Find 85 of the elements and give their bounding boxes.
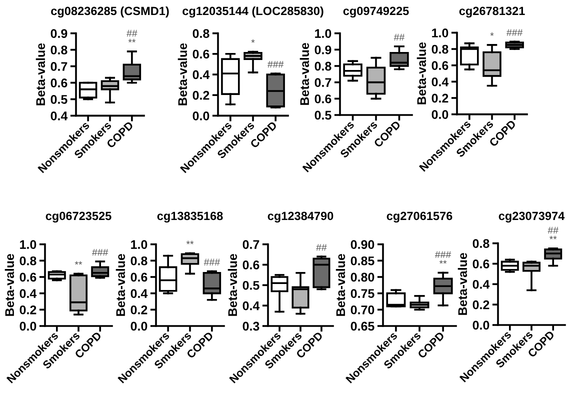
y-tick-label: 0.6 — [432, 61, 448, 70]
annotation: ### — [434, 251, 452, 258]
y-tick-label: 0.4 — [242, 301, 260, 310]
y-tick-label: 0.0 — [192, 112, 210, 120]
y-tick-label: 0.3 — [242, 322, 260, 331]
y-axis-title: Beta-value — [336, 254, 346, 316]
annotation: ** — [549, 236, 557, 240]
y-tick-label: 0.2 — [20, 305, 36, 314]
y-axis-title: Beta-value — [228, 254, 238, 316]
y-tick-label: 0.8 — [472, 239, 490, 248]
y-tick-label: 1.0 — [20, 240, 36, 249]
y-axis-title: Beta-value — [36, 43, 46, 106]
y-tick-label: 0.4 — [472, 280, 490, 289]
chart-title: cg23073974 — [498, 212, 565, 223]
y-tick-label: 0.7 — [242, 240, 260, 249]
y-axis-title: Beta-value — [416, 42, 426, 104]
y-axis-title: Beta-value — [458, 252, 468, 315]
y-tick-label: 0.8 — [192, 29, 210, 38]
y-tick-label: 0.6 — [130, 272, 148, 282]
y-tick-label: 0.65 — [350, 322, 374, 331]
annotation: ### — [92, 248, 108, 256]
annotation: ** — [128, 38, 136, 42]
chart-title: cg12035144 (LOC285830) — [182, 6, 324, 18]
annotation: ## — [394, 34, 405, 41]
y-tick-label: 0.6 — [242, 260, 260, 270]
y-axis-title: Beta-value — [116, 254, 126, 316]
y-tick-label: 0.8 — [432, 44, 448, 54]
y-tick-label: 0.2 — [472, 300, 490, 310]
y-tick-label: 0.0 — [432, 110, 448, 119]
annotation: ### — [204, 258, 220, 266]
y-tick-label: 0.5 — [50, 95, 68, 104]
y-tick-label: 0.6 — [20, 272, 36, 282]
annotation: ** — [439, 260, 447, 264]
y-tick-label: 0.90 — [350, 240, 374, 249]
y-tick-label: 0.80 — [350, 272, 374, 282]
chart-title: cg09749225 — [343, 6, 409, 18]
annotation: ** — [74, 261, 82, 265]
y-tick-label: 0.6 — [192, 50, 210, 59]
y-tick-label: 0.0 — [472, 320, 490, 330]
y-tick-label: 0.8 — [130, 256, 148, 266]
y-tick-label: 0.6 — [50, 78, 68, 88]
y-tick-label: 0.6 — [314, 94, 332, 104]
y-tick-label: 1.0 — [432, 28, 448, 38]
annotation: ## — [126, 30, 138, 37]
y-tick-label: 0.7 — [50, 62, 68, 71]
y-tick-label: 0.9 — [50, 29, 68, 38]
y-tick-label: 0.2 — [192, 90, 210, 100]
annotation: ### — [268, 61, 284, 68]
y-tick-label: 0.5 — [242, 280, 260, 290]
chart-title: cg12384790 — [268, 212, 334, 223]
y-axis-title: Beta-value — [178, 43, 188, 106]
y-axis-title: Beta-value — [300, 42, 310, 105]
y-tick-label: 0.85 — [350, 256, 374, 266]
y-tick-label: 1.0 — [131, 240, 148, 249]
y-tick-label: 0.7 — [314, 78, 332, 87]
y-tick-label: 0.0 — [130, 322, 148, 331]
y-tick-label: 0.8 — [314, 62, 332, 71]
chart-title: cg26781321 — [459, 6, 525, 18]
y-tick-label: 0.5 — [314, 110, 332, 120]
annotation: * — [251, 39, 255, 43]
chart-title: cg13835168 — [157, 212, 223, 223]
annotation: * — [490, 32, 494, 36]
y-tick-label: 0.6 — [472, 260, 490, 268]
y-tick-label: 0.2 — [432, 94, 448, 103]
y-tick-label: 0.75 — [350, 289, 374, 298]
y-tick-label: 0.0 — [20, 322, 36, 331]
y-axis-title: Beta-value — [4, 254, 14, 316]
annotation: ## — [548, 226, 558, 234]
y-tick-label: 0.4 — [20, 289, 37, 298]
annotation: ### — [506, 29, 523, 36]
chart-title: cg08236285 (CSMD1) — [51, 6, 169, 18]
y-tick-label: 1.0 — [315, 29, 332, 38]
y-tick-label: 0.8 — [50, 46, 68, 54]
y-tick-label: 0.4 — [130, 289, 148, 298]
y-tick-label: 0.9 — [314, 45, 332, 54]
chart-title: cg27061576 — [386, 212, 452, 223]
y-tick-label: 0.4 — [192, 70, 210, 80]
y-tick-label: 0.8 — [20, 256, 36, 266]
y-tick-label: 0.70 — [350, 305, 374, 314]
y-tick-label: 0.4 — [432, 77, 449, 86]
y-tick-label: 0.2 — [130, 305, 148, 314]
annotation: ## — [316, 244, 327, 251]
chart-title: cg06723525 — [46, 212, 112, 223]
y-tick-label: 0.4 — [50, 112, 68, 120]
annotation: ** — [186, 240, 194, 244]
